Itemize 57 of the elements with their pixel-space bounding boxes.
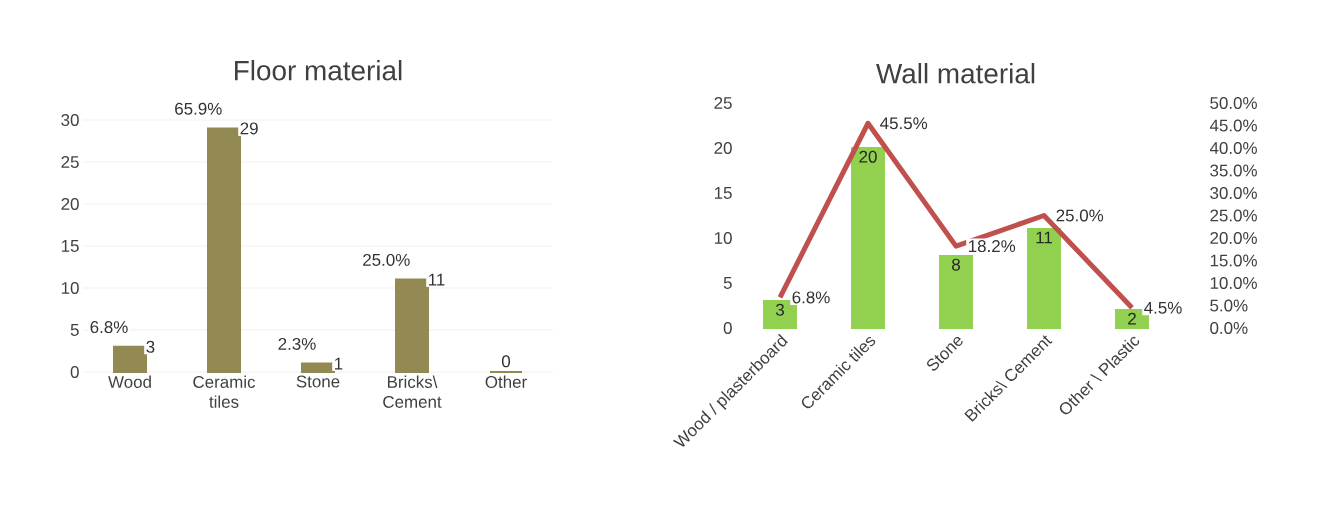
y2-tick-label: 15.0% — [1210, 254, 1257, 267]
bar — [1027, 228, 1062, 329]
y-tick-label: 5 — [70, 324, 79, 336]
y2-tick-label: 25.0% — [1210, 209, 1257, 222]
y2-tick-label: 10.0% — [1210, 277, 1257, 289]
y2-tick-label: 45.0% — [1209, 119, 1257, 132]
data-label: 11 — [1036, 231, 1052, 244]
y-tick-label: 25 — [714, 97, 732, 109]
y-tick-label: 20 — [61, 198, 79, 210]
y2-tick-label: 35.0% — [1210, 164, 1257, 177]
x-tick-label: Wood — [108, 375, 151, 388]
data-label: 25.0% — [1056, 209, 1104, 222]
y-tick-label: 20 — [714, 142, 732, 154]
y-tick-label: 5 — [723, 277, 732, 289]
y-tick-label: 0 — [70, 366, 79, 378]
x-tick-label: Bricks\ Cement — [383, 375, 442, 408]
y-tick-label: 25 — [61, 156, 79, 168]
annotation: 6.8% — [90, 321, 128, 334]
y2-tick-label: 30.0% — [1210, 187, 1257, 199]
y2-tick-label: 40.0% — [1209, 142, 1257, 154]
y-tick-label: 15 — [61, 240, 79, 252]
chart-title: Floor material — [235, 60, 402, 81]
data-label: 29 — [240, 122, 258, 135]
data-label: 3 — [146, 340, 155, 353]
x-tick-label: Other — [485, 375, 527, 388]
y-tick-label: 0 — [723, 322, 732, 334]
data-label: 0 — [501, 355, 511, 368]
data-label: 3 — [775, 303, 784, 316]
data-label: 2 — [1128, 312, 1136, 325]
y-tick-label: 10 — [61, 282, 79, 294]
data-label: 1 — [335, 357, 343, 370]
data-label: 11 — [429, 273, 445, 286]
bar — [395, 278, 429, 373]
y2-tick-label: 20.0% — [1210, 232, 1257, 244]
annotation: 25.0% — [363, 253, 410, 266]
data-label: 20 — [859, 150, 877, 163]
annotation: 2.3% — [278, 337, 316, 350]
data-label: 4.5% — [1144, 301, 1182, 314]
bar — [113, 345, 147, 373]
bar — [851, 147, 886, 329]
y-tick-label: 30 — [61, 114, 79, 126]
annotation: 65.9% — [175, 102, 222, 115]
bar — [207, 127, 241, 373]
data-label: 45.5% — [880, 117, 928, 130]
y-tick-label: 10 — [714, 232, 732, 244]
x-tick-label: Ceramic tiles — [193, 375, 256, 408]
data-label: 6.8% — [792, 291, 830, 304]
x-tick-label: Stone — [296, 375, 340, 388]
data-label: 18.2% — [969, 240, 1016, 253]
y-tick-label: 15 — [714, 187, 732, 199]
bar — [301, 362, 335, 373]
y2-tick-label: 0.0% — [1210, 322, 1248, 334]
y2-tick-label: 5.0% — [1210, 299, 1248, 312]
data-label: 8 — [952, 258, 960, 271]
bar — [939, 255, 974, 329]
y2-tick-label: 50.0% — [1210, 97, 1257, 109]
chart-title: Wall material — [876, 63, 1035, 84]
